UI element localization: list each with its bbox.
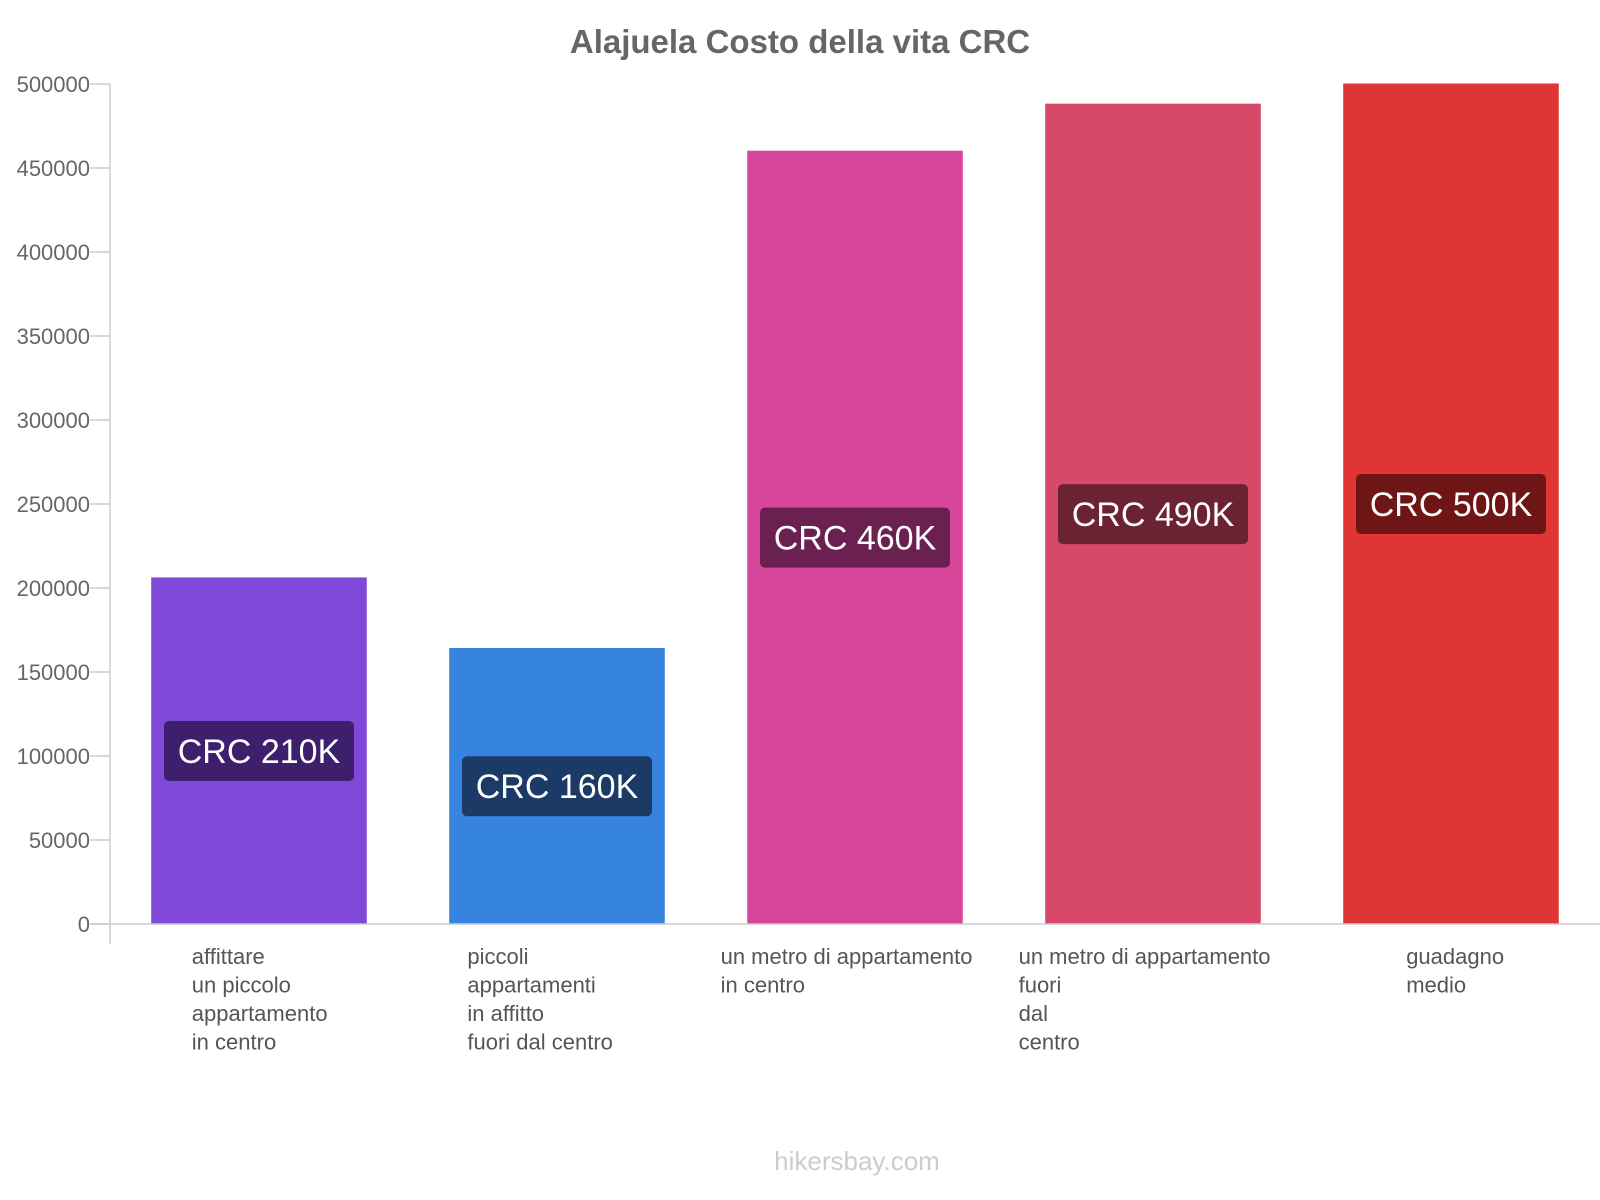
data-label: CRC 500K bbox=[1356, 474, 1546, 534]
x-tick-label-line: fuori bbox=[1019, 973, 1062, 998]
footer-watermark: hikersbay.com bbox=[774, 1146, 940, 1176]
x-tick-label-line: medio bbox=[1406, 973, 1466, 998]
data-label: CRC 210K bbox=[164, 720, 354, 781]
data-label-background bbox=[164, 720, 354, 781]
chart-title: Alajuela Costo della vita CRC bbox=[570, 23, 1030, 60]
x-tick-label-line: dal bbox=[1019, 1001, 1048, 1026]
y-tick-label: 50000 bbox=[29, 828, 90, 853]
x-tick-label-line: appartamento bbox=[192, 1001, 328, 1026]
x-axis: affittare un piccolo appartamento in centro… bbox=[90, 923, 1600, 1055]
data-label-background bbox=[760, 507, 950, 568]
data-label-text: CRC 160K bbox=[476, 768, 639, 806]
x-tick-label-line: un piccolo bbox=[192, 973, 291, 998]
data-label-background bbox=[1356, 474, 1546, 534]
x-tick-label-line: fuori dal centro bbox=[467, 1030, 613, 1055]
y-tick-label: 150000 bbox=[17, 660, 90, 685]
data-label: CRC 460K bbox=[760, 507, 950, 568]
x-tick-label-line: piccoli bbox=[467, 944, 528, 969]
y-tick-label: 300000 bbox=[17, 408, 90, 433]
data-label-background bbox=[1058, 484, 1248, 545]
x-tick-label: un metro di appartamento in centro bbox=[721, 944, 973, 998]
y-tick-label: 100000 bbox=[17, 744, 90, 769]
data-label: CRC 160K bbox=[462, 756, 652, 817]
y-tick-label: 450000 bbox=[17, 156, 90, 181]
x-tick-label-line: un metro di appartamento bbox=[1019, 944, 1271, 969]
x-tick-label-line: centro bbox=[1019, 1030, 1080, 1055]
x-tick-label-line: appartamenti bbox=[467, 973, 595, 998]
x-tick-label-line: in affitto bbox=[467, 1001, 544, 1026]
x-tick-label-line: un metro di appartamento bbox=[721, 944, 973, 969]
data-label-text: CRC 210K bbox=[178, 733, 341, 771]
y-tick-label: 0 bbox=[78, 912, 90, 937]
y-tick-label: 500000 bbox=[17, 72, 90, 97]
y-tick-label: 200000 bbox=[17, 576, 90, 601]
x-tick-label: piccoli appartamenti in affitto fuori dal c… bbox=[467, 944, 613, 1055]
x-tick-label: un metro di appartamento fuori dal centro bbox=[1019, 944, 1271, 1055]
x-tick-label-line: affittare bbox=[192, 944, 265, 969]
data-label-background bbox=[462, 756, 652, 817]
x-tick-label: affittare un piccolo appartamento in centro bbox=[192, 944, 328, 1055]
x-tick-label-line: guadagno bbox=[1406, 944, 1504, 969]
y-tick-label: 400000 bbox=[17, 240, 90, 265]
data-label-text: CRC 460K bbox=[774, 520, 937, 558]
y-tick-label: 250000 bbox=[17, 492, 90, 517]
data-label: CRC 490K bbox=[1058, 484, 1248, 545]
y-tick-label: 350000 bbox=[17, 324, 90, 349]
x-tick-label-line: in centro bbox=[192, 1030, 276, 1055]
x-tick-label-line: in centro bbox=[721, 973, 805, 998]
y-axis: 0 50000 100000 150000 200000 250000 300000 3500… bbox=[17, 72, 111, 944]
data-label-text: CRC 490K bbox=[1072, 496, 1235, 534]
bars: CRC 210K CRC 160K CRC 460K CRC 490K CRC 500K bbox=[151, 83, 1559, 925]
x-tick-label: guadagno medio bbox=[1406, 944, 1504, 998]
data-label-text: CRC 500K bbox=[1370, 486, 1533, 524]
